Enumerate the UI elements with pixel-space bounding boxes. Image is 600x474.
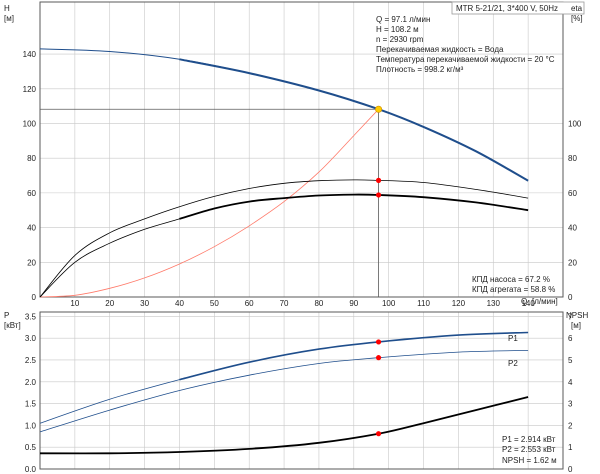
tick-label-q-1: 20 — [105, 299, 114, 308]
info-npsh: NPSH = 1.62 м — [502, 456, 557, 465]
x-axis-name-q: Q — [521, 297, 527, 306]
y2-axis-name-npsh: NPSH — [566, 311, 588, 320]
eta-pump-curve-line — [39, 179, 529, 298]
tick-label-p-2: 1.0 — [25, 421, 37, 430]
y-axis-name-head: H — [4, 4, 10, 13]
series-label-p2: P2 — [508, 359, 518, 368]
tick-label-eta-0: 0 — [568, 293, 573, 302]
info-efficiency: КПД насоса = 67.2 % КПД агрегата = 58.8 … — [472, 275, 555, 294]
info-fluid: Перекачиваемая жидкость = Вода — [376, 45, 504, 54]
x-axis-unit-q: [л/мин] — [532, 297, 558, 306]
tick-label-npsh-1: 1 — [568, 443, 573, 452]
tick-label-h-1: 20 — [27, 258, 36, 267]
tick-label-q-8: 90 — [349, 299, 358, 308]
tick-label-h-5: 100 — [23, 119, 37, 128]
tick-label-q-7: 80 — [314, 299, 323, 308]
tick-label-eta-5: 100 — [568, 119, 582, 128]
duty-markers — [375, 105, 383, 437]
info-eta-pump: КПД насоса = 67.2 % — [472, 275, 550, 284]
tick-label-h-0: 0 — [32, 293, 37, 302]
tick-label-npsh-2: 2 — [568, 421, 573, 430]
p1-curve-line-operating — [179, 331, 529, 381]
info-bottom: P1 = 2.914 кВт P2 = 2.553 кВт NPSH = 1.6… — [502, 435, 557, 465]
y-axis-unit-head: [м] — [4, 14, 14, 23]
y-axis-name-power: P — [4, 311, 9, 320]
y-axis-unit-power: [кВт] — [4, 321, 21, 330]
tick-label-p-0: 0.0 — [25, 465, 37, 474]
header-title: MTR 5-21/21, 3*400 V, 50Hz — [456, 4, 558, 13]
frame — [39, 1, 564, 470]
tick-label-h-2: 40 — [27, 224, 36, 233]
info-temperature: Температура перекачиваемой жидкости = 20… — [376, 55, 555, 64]
system-curve-line — [39, 108, 379, 298]
p2-marker — [375, 355, 382, 361]
tick-label-h-4: 80 — [27, 154, 36, 163]
tick-label-q-11: 120 — [452, 299, 466, 308]
info-top: Q = 97.1 л/мин H = 108.2 м n = 2930 rpm … — [376, 15, 555, 74]
tick-label-p-5: 2.5 — [25, 356, 37, 365]
tick-label-npsh-5: 5 — [568, 356, 573, 365]
npsh-marker — [375, 431, 382, 437]
tick-label-q-4: 50 — [210, 299, 219, 308]
npsh-curve-line — [39, 396, 529, 455]
y2-axis-unit-eta: [%] — [571, 14, 583, 23]
tick-label-eta-4: 80 — [568, 154, 577, 163]
tick-label-npsh-3: 3 — [568, 400, 573, 409]
tick-label-h-3: 60 — [27, 189, 36, 198]
info-n: n = 2930 rpm — [376, 35, 424, 44]
tick-label-npsh-7: 7 — [568, 312, 573, 321]
tick-label-q-9: 100 — [382, 299, 396, 308]
tick-label-h-6: 120 — [23, 85, 37, 94]
tick-label-eta-3: 60 — [568, 189, 577, 198]
tick-label-h-7: 140 — [23, 50, 37, 59]
info-p2: P2 = 2.553 кВт — [502, 445, 556, 454]
info-eta-unit: КПД агрегата = 58.8 % — [472, 285, 555, 294]
tick-label-q-3: 40 — [175, 299, 184, 308]
info-p1: P1 = 2.914 кВт — [502, 435, 556, 444]
tick-label-p-3: 1.5 — [25, 400, 37, 409]
tick-label-q-6: 70 — [280, 299, 289, 308]
info-q: Q = 97.1 л/мин — [376, 15, 430, 24]
eta-unit-marker — [375, 192, 382, 198]
tick-label-q-2: 30 — [140, 299, 149, 308]
tick-label-q-0: 10 — [70, 299, 79, 308]
tick-label-q-12: 130 — [487, 299, 501, 308]
p2-curve-line — [39, 350, 529, 433]
duty-point-marker — [375, 105, 383, 113]
y2-axis-name-eta: eta — [571, 4, 583, 13]
y2-axis-unit-npsh: [м] — [571, 321, 581, 330]
tick-label-eta-1: 20 — [568, 258, 577, 267]
tick-label-npsh-0: 0 — [568, 465, 573, 474]
tick-label-q-13: 140 — [521, 299, 535, 308]
tick-label-q-10: 110 — [417, 299, 430, 308]
info-density: Плотность = 998.2 кг/м³ — [376, 65, 464, 74]
frame-top — [39, 1, 564, 298]
series-label-p1: P1 — [508, 334, 518, 343]
p1-marker — [375, 339, 382, 345]
grid — [40, 2, 563, 470]
tick-label-eta-2: 40 — [568, 224, 577, 233]
header-box: MTR 5-21/21, 3*400 V, 50Hz — [451, 1, 585, 15]
info-h: H = 108.2 м — [376, 25, 419, 34]
tick-label-p-7: 3.5 — [25, 312, 37, 321]
tick-label-p-1: 0.5 — [25, 443, 37, 452]
tick-label-npsh-4: 4 — [568, 378, 573, 387]
eta-unit-curve-line-operating — [179, 193, 529, 220]
header-box-frame — [451, 1, 585, 15]
frame-bottom — [39, 311, 564, 470]
tick-label-p-6: 3.0 — [25, 334, 37, 343]
tick-label-npsh-6: 6 — [568, 334, 573, 343]
tick-label-p-4: 2.0 — [25, 378, 37, 387]
eta-pump-marker — [375, 177, 382, 183]
tick-label-q-5: 60 — [245, 299, 254, 308]
